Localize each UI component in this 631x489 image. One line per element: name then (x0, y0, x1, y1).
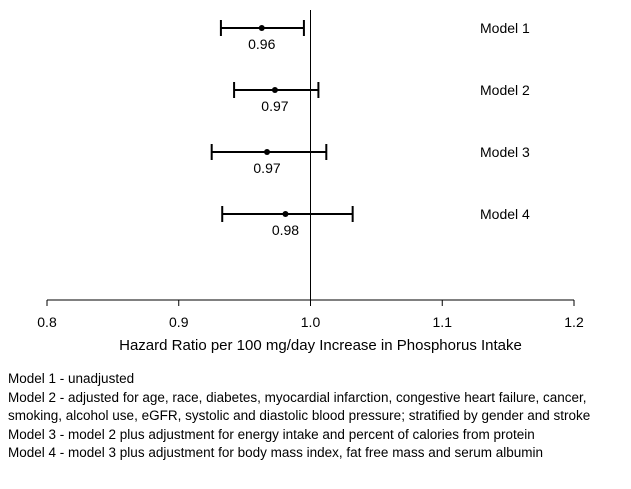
footnote-model-2: Model 2 - adjusted for age, race, diabet… (8, 389, 591, 424)
estimate-label: 0.96 (248, 36, 275, 52)
x-axis-title: Hazard Ratio per 100 mg/day Increase in … (119, 337, 522, 354)
estimate-label: 0.98 (272, 222, 299, 238)
point-estimate (264, 149, 271, 155)
forest-plot: 0.8 0.9 1.0 1.1 1.2 Hazard Ratio per 100 mg/d… (37, 10, 584, 354)
footnote-model-4: Model 4 - model 3 plus adjustment for bo… (8, 445, 544, 460)
point-estimate (271, 87, 278, 93)
footnotes: Model 1 - unadjusted Model 2 - adjusted … (8, 370, 628, 463)
x-tick-label: 1.0 (301, 314, 321, 330)
estimate-label: 0.97 (261, 98, 288, 114)
x-tick-label: 1.1 (433, 314, 453, 330)
footnote-model-1: Model 1 - unadjusted (8, 371, 135, 386)
point-estimate (282, 211, 289, 217)
x-tick-label: 0.8 (37, 314, 57, 330)
model-label: Model 1 (480, 20, 530, 36)
x-tick-label: 0.9 (169, 314, 189, 330)
point-estimate (258, 25, 265, 31)
estimate-label: 0.97 (253, 160, 280, 176)
model-label: Model 2 (480, 82, 530, 98)
x-tick-label: 1.2 (564, 314, 584, 330)
model-label: Model 4 (480, 206, 530, 222)
model-label: Model 3 (480, 144, 530, 160)
footnote-model-3: Model 3 - model 2 plus adjustment for en… (8, 426, 535, 442)
